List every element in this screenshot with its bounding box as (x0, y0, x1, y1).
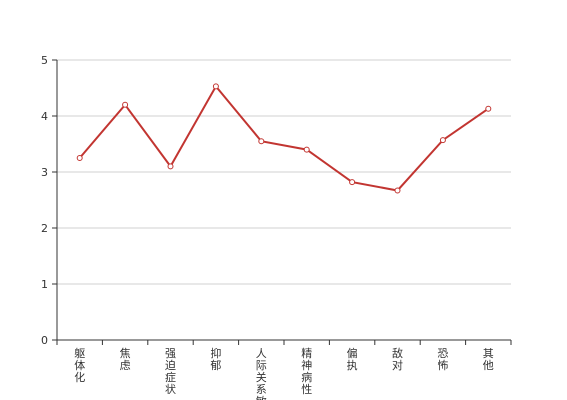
y-tick-label: 4 (41, 110, 48, 123)
x-tick-label: 其他 (483, 347, 494, 372)
y-tick-label: 3 (41, 166, 48, 179)
data-point (212, 83, 219, 90)
series-group (76, 83, 492, 194)
x-axis: 躯体化 焦虑 强迫症状 抑郁 人际关系敏感 精神病性 偏执 敌对 恐怖 其他 (56, 339, 512, 400)
x-tick-label: 躯体化 (74, 347, 85, 384)
y-tick-label: 1 (41, 278, 48, 291)
x-tick-label: 偏执 (347, 346, 358, 372)
y-axis: 0 1 2 3 4 5 (41, 54, 58, 347)
series-line (78, 84, 489, 192)
data-point (303, 146, 310, 153)
y-tick-label: 5 (41, 54, 48, 67)
x-tick-label: 强迫症状 (165, 347, 176, 396)
x-tick-label: 恐怖 (437, 347, 448, 372)
data-point (349, 179, 356, 186)
y-tick-label: 2 (41, 222, 48, 235)
data-point (394, 187, 401, 194)
y-tick-label: 0 (41, 334, 48, 347)
x-tick-label: 焦虑 (120, 347, 131, 372)
data-point (122, 101, 129, 108)
data-point (439, 137, 446, 144)
grid-lines (57, 59, 511, 285)
x-tick-label: 人际关系敏感 (256, 347, 267, 400)
x-tick-label: 抑郁 (210, 346, 221, 372)
data-point (485, 105, 492, 112)
x-tick-label: 敌对 (392, 346, 403, 372)
data-point (167, 163, 174, 170)
data-point (76, 155, 83, 161)
x-tick-label: 精神病性 (301, 347, 312, 396)
data-point (258, 138, 265, 145)
